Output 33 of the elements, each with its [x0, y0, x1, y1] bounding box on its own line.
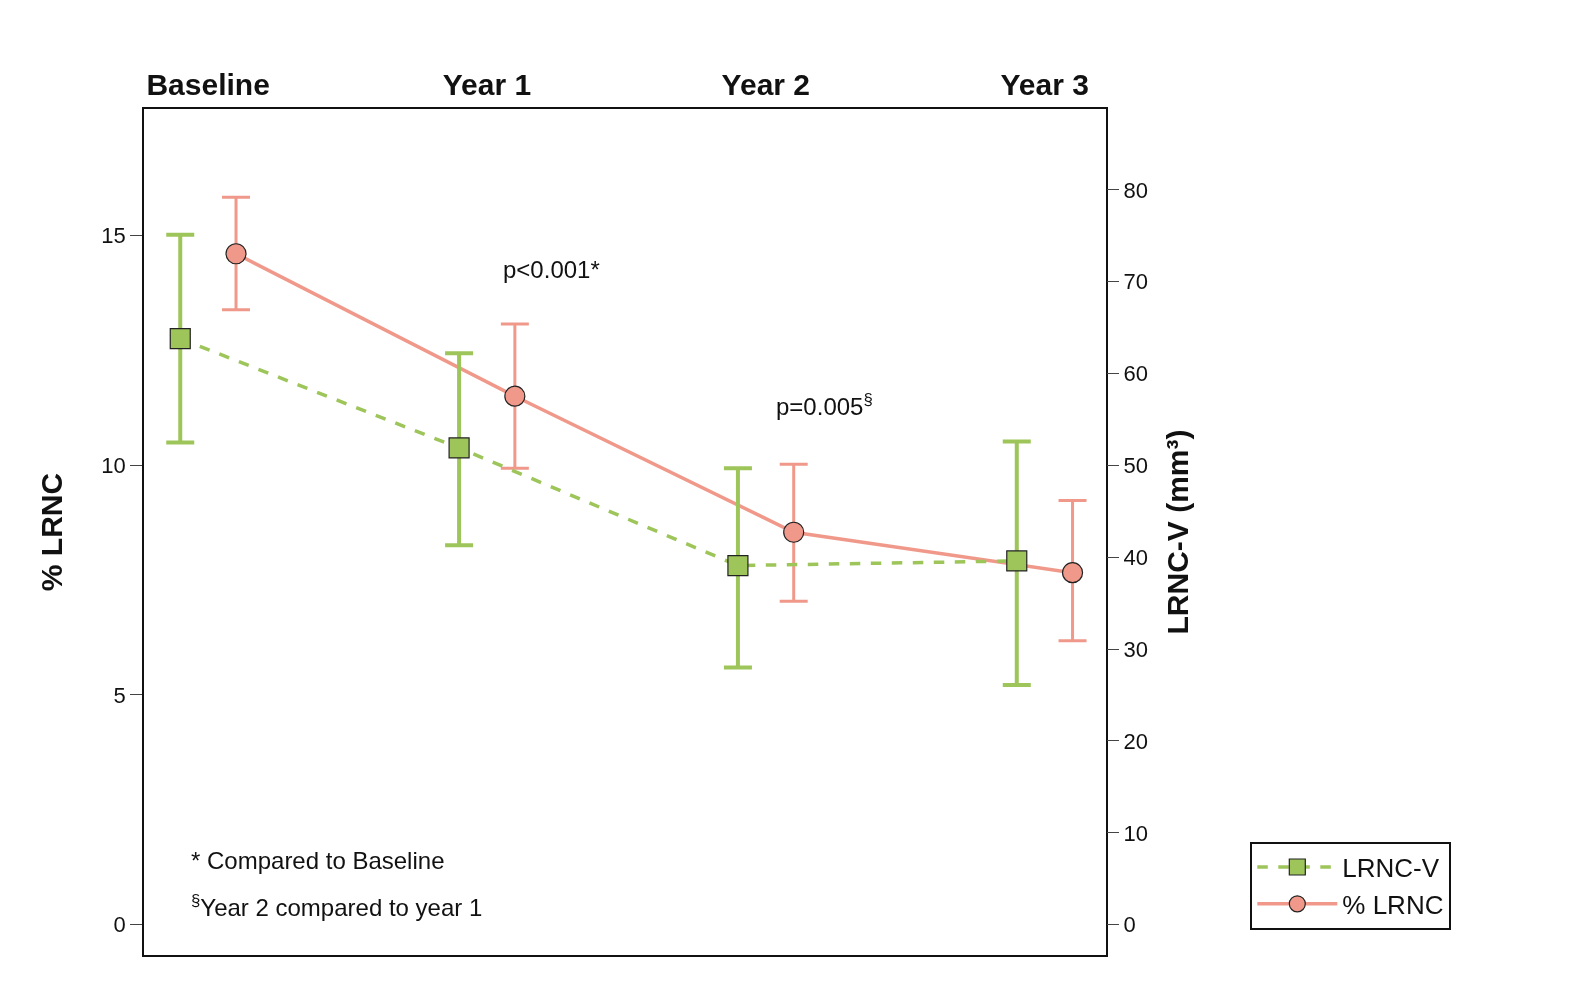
y2-tick-label: 30	[1123, 636, 1148, 662]
point	[504, 385, 526, 407]
point	[1006, 550, 1028, 572]
x-tick-label: Year 3	[1000, 68, 1089, 102]
y2-tick-label: 10	[1123, 820, 1148, 846]
point	[783, 521, 805, 543]
y2-tick-label: 60	[1123, 361, 1148, 387]
y2-tick-label: 70	[1123, 269, 1148, 295]
annotation: p=0.005$^{§}$	[776, 390, 873, 421]
x-tick-label: Year 2	[721, 68, 811, 102]
y2-tick-label: 0	[1123, 912, 1136, 938]
y2-tick-label: 40	[1123, 544, 1148, 570]
legend-label: % LRNC	[1342, 889, 1444, 920]
y-tick-label: 10	[101, 452, 126, 478]
y2-axis-title: LRNC-V (mm³)	[1161, 429, 1195, 635]
y-tick-label: 5	[113, 682, 126, 708]
point	[169, 328, 191, 350]
point	[727, 554, 749, 577]
y2-tick-label: 50	[1123, 453, 1148, 479]
annotation: $^{§}$Year 2 compared to year 1	[191, 891, 483, 922]
y-tick-label: 0	[113, 912, 126, 938]
y-axis-title: % LRNC	[34, 472, 68, 592]
point	[448, 437, 470, 459]
annotation: * Compared to Baseline	[191, 847, 445, 874]
point	[225, 243, 247, 265]
x-tick-label: Baseline	[146, 68, 270, 102]
annotation: p<0.001*	[503, 256, 600, 283]
x-tick-label: Year 1	[442, 68, 532, 102]
point	[1061, 562, 1084, 584]
y2-tick-label: 20	[1123, 728, 1148, 754]
y-tick-label: 15	[101, 223, 126, 249]
legend-label: LRNC-V	[1342, 853, 1440, 884]
y2-tick-label: 80	[1123, 177, 1148, 203]
